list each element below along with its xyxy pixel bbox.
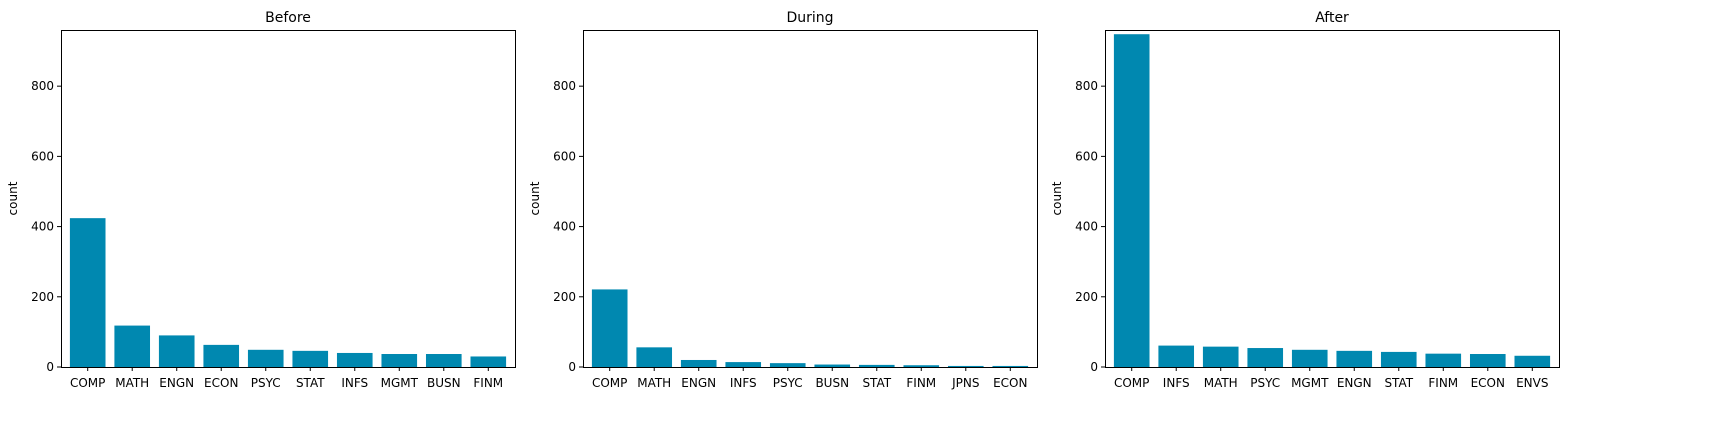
y-tick-label: 0 xyxy=(568,360,576,374)
axes-frame xyxy=(583,30,1038,368)
bar-engn xyxy=(158,335,195,367)
y-tick-label: 800 xyxy=(1075,79,1098,93)
bar-math xyxy=(114,325,151,367)
x-tick-label: INFS xyxy=(341,376,368,390)
x-tick-label: BUSN xyxy=(427,376,461,390)
x-tick-label: FINM xyxy=(1428,376,1458,390)
y-tick-label: 600 xyxy=(31,149,54,163)
x-tick-label: ENGN xyxy=(159,376,194,390)
x-tick-label: COMP xyxy=(1114,376,1149,390)
x-tick-label: INFS xyxy=(730,376,757,390)
y-tick-label: 800 xyxy=(31,79,54,93)
y-tick-label: 400 xyxy=(31,220,54,234)
bar-finm xyxy=(903,365,940,367)
x-tick-label: ECON xyxy=(1471,376,1505,390)
chart-title: After xyxy=(1315,10,1349,26)
bar-psyc xyxy=(247,349,284,367)
y-tick-label: 200 xyxy=(31,290,54,304)
bar-busn xyxy=(425,354,462,367)
x-tick-label: ECON xyxy=(204,376,238,390)
bar-comp xyxy=(1113,34,1150,368)
x-tick-label: PSYC xyxy=(773,376,803,390)
x-tick-label: MGMT xyxy=(381,376,419,390)
x-tick-label: MATH xyxy=(1204,376,1238,390)
axes-frame xyxy=(61,30,516,368)
y-tick-label: 600 xyxy=(1075,149,1098,163)
x-tick-label: FINM xyxy=(473,376,503,390)
bar-econ xyxy=(1469,354,1506,367)
x-tick-label: MATH xyxy=(637,376,671,390)
x-tick-label: STAT xyxy=(296,376,325,390)
x-tick-label: ENVS xyxy=(1516,376,1548,390)
chart-panel: 0 200 400 600 800 COMP INFS MATH PSYC MGMT ENGN STA… xyxy=(1050,10,1560,390)
x-tick-label: INFS xyxy=(1163,376,1190,390)
y-tick-label: 200 xyxy=(553,290,576,304)
bar-finm xyxy=(470,356,507,367)
x-tick-label: ENGN xyxy=(1337,376,1372,390)
y-axis-label: count xyxy=(6,181,20,215)
x-tick-label: MGMT xyxy=(1291,376,1329,390)
y-tick-label: 400 xyxy=(1075,220,1098,234)
y-tick-label: 200 xyxy=(1075,290,1098,304)
x-tick-label: PSYC xyxy=(251,376,281,390)
y-tick-label: 0 xyxy=(1090,360,1098,374)
bar-stat xyxy=(1380,351,1417,367)
bar-math xyxy=(1202,346,1239,367)
bar-comp xyxy=(591,289,628,367)
x-tick-label: BUSN xyxy=(815,376,849,390)
bar-finm xyxy=(1425,353,1462,367)
y-axis-label: count xyxy=(1050,181,1064,215)
bar-econ xyxy=(203,344,240,367)
x-tick-label: STAT xyxy=(862,376,891,390)
y-tick-label: 400 xyxy=(553,220,576,234)
x-tick-label: JPNS xyxy=(951,376,979,390)
bar-jpns xyxy=(947,365,984,367)
chart-title: Before xyxy=(265,10,311,26)
bar-infs xyxy=(1158,345,1195,367)
bar-mgmt xyxy=(1291,349,1328,367)
bar-comp xyxy=(69,218,106,367)
bar-engn xyxy=(1336,350,1373,367)
bar-infs xyxy=(725,362,762,367)
y-tick-label: 600 xyxy=(553,149,576,163)
x-tick-label: PSYC xyxy=(1250,376,1280,390)
bar-envs xyxy=(1514,355,1551,367)
y-axis-label: count xyxy=(528,181,542,215)
y-tick-label: 0 xyxy=(46,360,54,374)
x-tick-label: COMP xyxy=(70,376,105,390)
bar-econ xyxy=(992,365,1029,367)
x-tick-label: STAT xyxy=(1384,376,1413,390)
bar-psyc xyxy=(1247,348,1284,367)
bar-stat xyxy=(858,364,895,367)
chart-panel: 0 200 400 600 800 COMP MATH ENGN ECON PSYC STAT INF… xyxy=(6,10,516,390)
chart-title: During xyxy=(786,10,833,26)
bar-math xyxy=(636,347,673,367)
axes-frame xyxy=(1105,30,1560,368)
bar-infs xyxy=(336,352,373,367)
x-tick-label: FINM xyxy=(906,376,936,390)
x-tick-label: ECON xyxy=(993,376,1027,390)
chart-panel: 0 200 400 600 800 COMP MATH ENGN INFS PSYC BUSN STA… xyxy=(528,10,1038,390)
bar-stat xyxy=(292,350,329,367)
x-tick-label: ENGN xyxy=(681,376,716,390)
x-tick-label: COMP xyxy=(592,376,627,390)
x-tick-label: MATH xyxy=(115,376,149,390)
y-tick-label: 800 xyxy=(553,79,576,93)
bar-psyc xyxy=(769,363,806,367)
bar-engn xyxy=(680,359,717,367)
bar-mgmt xyxy=(381,354,418,367)
bar-busn xyxy=(814,364,851,367)
